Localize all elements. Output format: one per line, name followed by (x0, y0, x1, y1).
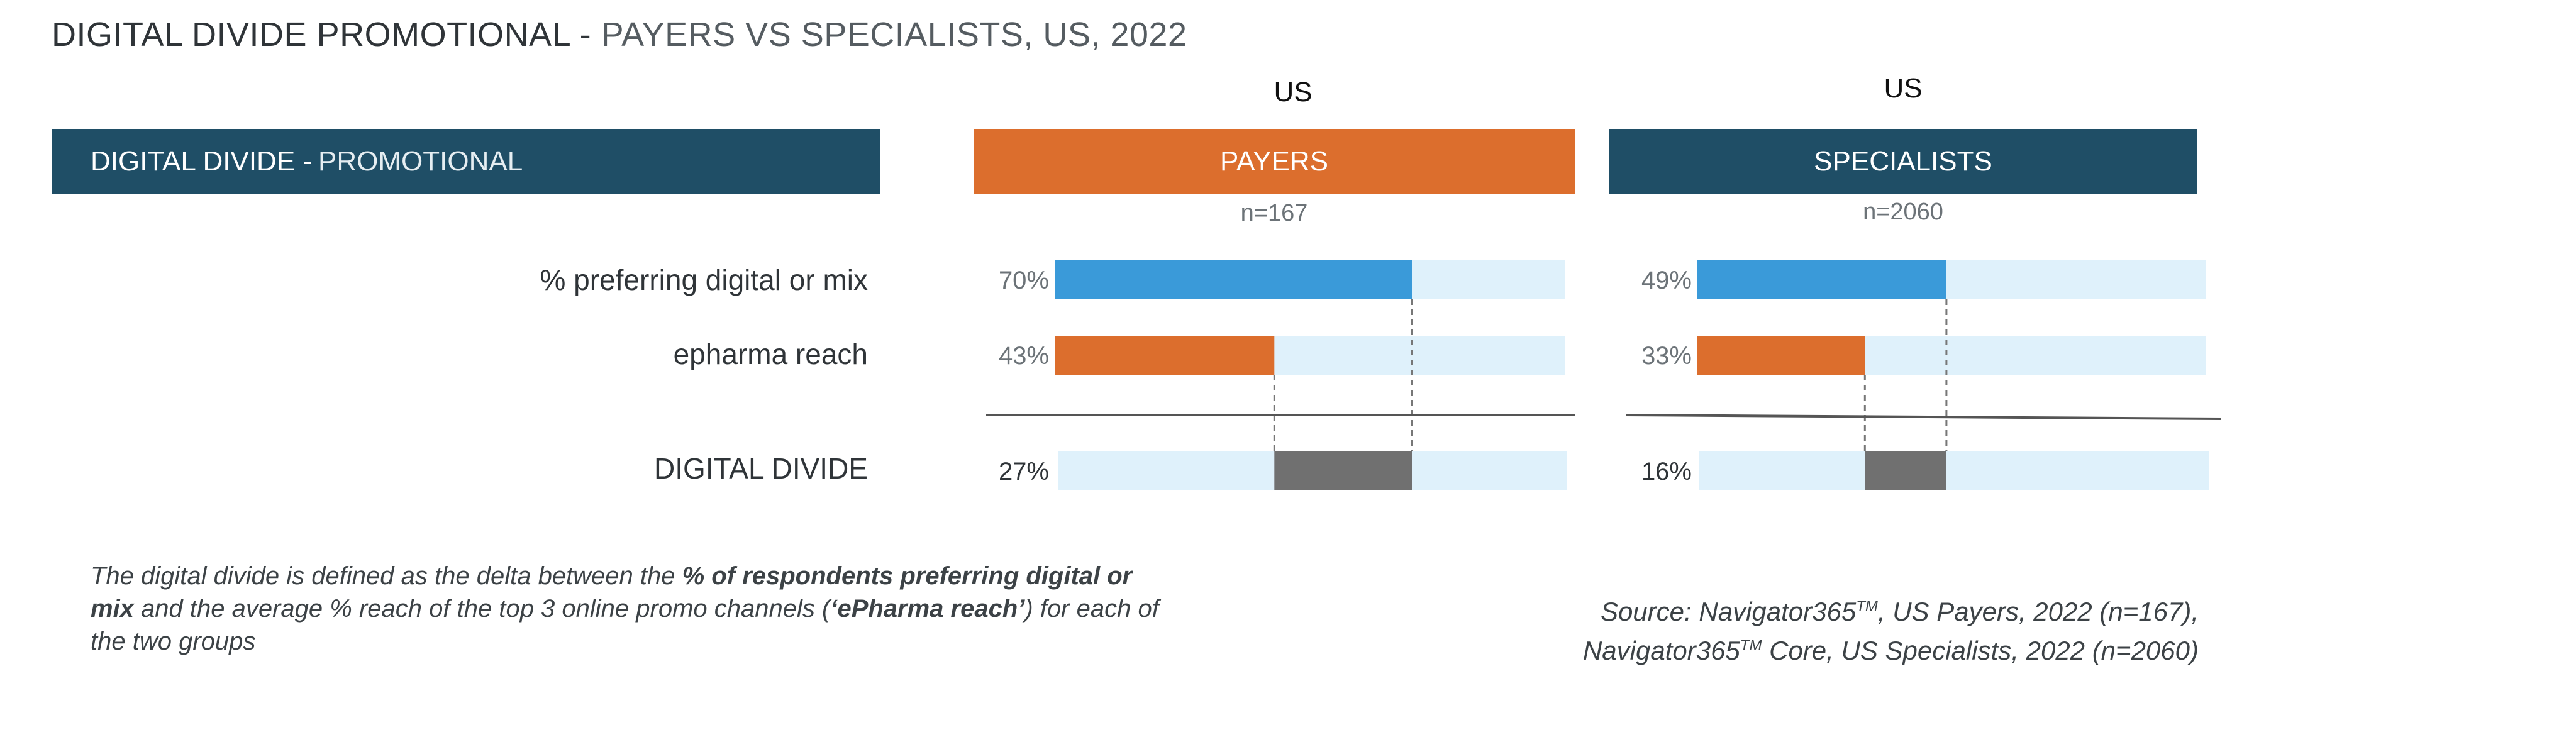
specialists-header: SPECIALISTS (1609, 129, 2197, 194)
payers-value-label-2: 27% (999, 458, 1049, 485)
payers-bar-divide (1274, 451, 1412, 490)
payers-n-label: n=167 (1240, 200, 1308, 226)
row-label-epharma: epharma reach (673, 338, 868, 370)
source-note: Source: Navigator365TM, US Payers, 2022 … (1583, 590, 2199, 668)
specialists-bar-epharma (1697, 336, 1865, 375)
footnote: The digital divide is defined as the del… (91, 560, 1160, 658)
source-line-2: Navigator365TM Core, US Specialists, 202… (1582, 636, 2199, 665)
chart-title: DIGITAL DIVIDE PROMOTIONAL - PAYERS VS S… (52, 15, 1187, 54)
specialists-bar-digital (1697, 260, 1946, 299)
payers-value-label-0: 70% (999, 267, 1049, 294)
specialists-value-label-2: 16% (1641, 458, 1692, 485)
footnote-text-2: and the average % reach of the top 3 onl… (133, 595, 831, 623)
left-banner-sub: PROMOTIONAL (318, 146, 523, 177)
chart-title-sub: PAYERS VS SPECIALISTS, US, 2022 (601, 16, 1187, 53)
footnote-bold-1: % of respondents preferring digital or m… (91, 562, 1133, 623)
specialists-region-label: US (1884, 73, 1923, 104)
specialists-track-2 (1699, 451, 2209, 490)
payers-header: PAYERS (974, 129, 1575, 194)
specialists-value-label-0: 49% (1641, 267, 1692, 294)
specialists-bar-divide (1865, 451, 1946, 490)
payers-region-label: US (1274, 77, 1313, 108)
specialists-value-label-1: 33% (1641, 342, 1692, 370)
row-label-divide: DIGITAL DIVIDE (654, 452, 868, 485)
footnote-bold-2: ‘ePharma reach’ (830, 595, 1025, 623)
source-line-1: Source: Navigator365TM, US Payers, 2022 … (1600, 597, 2199, 626)
chart-title-main: DIGITAL DIVIDE PROMOTIONAL - (52, 16, 601, 53)
left-banner-main: DIGITAL DIVIDE - (91, 146, 313, 177)
specialists-separator (1626, 414, 2222, 420)
left-banner: DIGITAL DIVIDE - PROMOTIONAL (52, 129, 880, 194)
specialists-n-label: n=2060 (1863, 199, 1943, 225)
payers-value-label-1: 43% (999, 342, 1049, 370)
payers-bar-digital (1055, 260, 1412, 299)
payers-bar-epharma (1055, 336, 1275, 375)
row-label-digital: % preferring digital or mix (540, 263, 868, 296)
footnote-text-3: ) for each of the two groups (91, 595, 1159, 655)
footnote-text-1: The digital divide is defined as the del… (91, 562, 682, 590)
